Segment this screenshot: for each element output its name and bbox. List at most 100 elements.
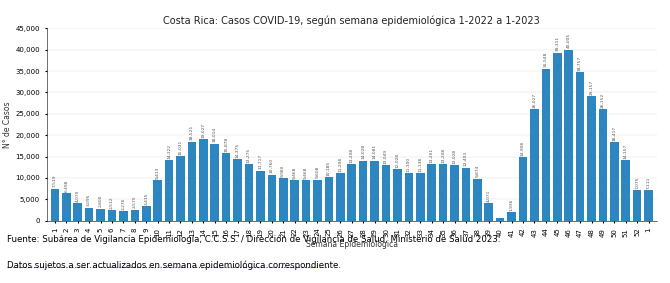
Text: 13,275: 13,275 bbox=[247, 147, 251, 163]
Bar bbox=[290, 180, 299, 221]
Text: 13,208: 13,208 bbox=[350, 148, 354, 163]
Bar bbox=[176, 156, 185, 221]
Bar bbox=[108, 210, 117, 221]
Text: 6,498: 6,498 bbox=[64, 179, 68, 192]
Text: 7,111: 7,111 bbox=[647, 177, 651, 189]
Bar bbox=[462, 168, 470, 221]
Text: 11,138: 11,138 bbox=[418, 157, 422, 172]
Bar bbox=[188, 142, 196, 221]
Title: Costa Rica: Casos COVID-19, según semana epidemiológica 1-2022 a 1-2023: Costa Rica: Casos COVID-19, según semana… bbox=[163, 16, 540, 26]
Bar bbox=[256, 171, 265, 221]
Bar bbox=[530, 110, 539, 221]
Text: 13,028: 13,028 bbox=[452, 149, 456, 164]
Bar bbox=[484, 203, 493, 221]
Bar bbox=[210, 144, 219, 221]
Bar bbox=[382, 165, 391, 221]
Bar bbox=[393, 169, 402, 221]
Text: 7,075: 7,075 bbox=[635, 177, 639, 189]
Bar bbox=[633, 190, 641, 221]
Bar bbox=[622, 160, 630, 221]
Text: 18,014: 18,014 bbox=[213, 127, 216, 142]
Text: 9,980: 9,980 bbox=[281, 164, 285, 177]
Y-axis label: N° de Casos: N° de Casos bbox=[3, 101, 13, 148]
Text: 14,157: 14,157 bbox=[624, 144, 628, 159]
Bar bbox=[131, 210, 139, 221]
Text: 26,152: 26,152 bbox=[601, 92, 605, 108]
Bar bbox=[519, 157, 527, 221]
Bar bbox=[74, 203, 82, 221]
Bar bbox=[62, 193, 70, 221]
Text: 2,276: 2,276 bbox=[121, 197, 125, 210]
Text: 14,375: 14,375 bbox=[236, 143, 240, 158]
Bar bbox=[610, 142, 618, 221]
Text: 9,608: 9,608 bbox=[316, 166, 320, 178]
Text: 13,201: 13,201 bbox=[429, 148, 433, 163]
Bar bbox=[645, 190, 653, 221]
Bar bbox=[473, 179, 482, 221]
Text: 29,157: 29,157 bbox=[590, 80, 594, 95]
Bar bbox=[233, 159, 242, 221]
Text: 11,717: 11,717 bbox=[259, 154, 263, 169]
Text: 40,005: 40,005 bbox=[567, 33, 571, 48]
X-axis label: Semana Epidemiológica: Semana Epidemiológica bbox=[306, 239, 398, 249]
Bar bbox=[85, 207, 93, 221]
Text: 34,757: 34,757 bbox=[578, 55, 582, 71]
Text: 2,800: 2,800 bbox=[98, 195, 103, 207]
Text: 15,878: 15,878 bbox=[224, 136, 228, 152]
Text: 4,071: 4,071 bbox=[487, 190, 490, 202]
Bar bbox=[336, 173, 344, 221]
Bar bbox=[348, 164, 356, 221]
Bar bbox=[359, 161, 367, 221]
Text: Datos sujetos a ser actualizados en semana epidemiológica correspondiente.: Datos sujetos a ser actualizados en sema… bbox=[7, 260, 341, 270]
Text: 18,521: 18,521 bbox=[190, 125, 194, 140]
Bar bbox=[450, 165, 459, 221]
Text: Fuente: Subárea de Vigilancia Epidemiología, C.C.S.S. / Dirección de Vigilancia : Fuente: Subárea de Vigilancia Epidemiolo… bbox=[7, 235, 500, 245]
Bar bbox=[507, 213, 516, 221]
Text: 9,413: 9,413 bbox=[155, 167, 159, 179]
Text: 13,208: 13,208 bbox=[441, 148, 445, 163]
Text: 15,031: 15,031 bbox=[178, 140, 182, 155]
Bar bbox=[279, 178, 287, 221]
Bar bbox=[439, 164, 448, 221]
Bar bbox=[427, 164, 436, 221]
Text: 10,760: 10,760 bbox=[270, 158, 274, 173]
Bar bbox=[371, 160, 379, 221]
Text: 39,311: 39,311 bbox=[555, 36, 559, 51]
Text: 14,081: 14,081 bbox=[373, 144, 377, 159]
Bar bbox=[541, 69, 550, 221]
Bar bbox=[245, 164, 253, 221]
Bar bbox=[313, 180, 322, 221]
Bar bbox=[325, 177, 333, 221]
Bar bbox=[405, 173, 413, 221]
Bar bbox=[267, 175, 276, 221]
Text: 11,100: 11,100 bbox=[407, 157, 411, 172]
Bar bbox=[564, 50, 573, 221]
Text: 2,575: 2,575 bbox=[133, 196, 137, 209]
Bar bbox=[302, 180, 310, 221]
Bar bbox=[119, 211, 128, 221]
Text: 9,468: 9,468 bbox=[304, 167, 308, 179]
Text: 9,468: 9,468 bbox=[293, 167, 297, 179]
Text: 7,519: 7,519 bbox=[53, 175, 57, 187]
Text: 4,070: 4,070 bbox=[76, 190, 80, 202]
Bar bbox=[553, 53, 561, 221]
Text: 26,027: 26,027 bbox=[533, 93, 537, 108]
Bar bbox=[496, 218, 505, 221]
Text: 18,417: 18,417 bbox=[612, 126, 616, 141]
Text: 10,185: 10,185 bbox=[327, 161, 331, 176]
Bar bbox=[199, 139, 208, 221]
Bar bbox=[51, 188, 59, 221]
Bar bbox=[222, 153, 230, 221]
Text: 14,908: 14,908 bbox=[521, 141, 525, 156]
Bar bbox=[587, 96, 596, 221]
Text: 14,028: 14,028 bbox=[361, 144, 365, 159]
Bar bbox=[599, 109, 607, 221]
Text: 2,512: 2,512 bbox=[110, 196, 114, 209]
Bar bbox=[153, 181, 162, 221]
Text: 3,415: 3,415 bbox=[144, 192, 148, 205]
Bar bbox=[416, 173, 425, 221]
Text: 14,222: 14,222 bbox=[167, 143, 171, 159]
Text: 19,027: 19,027 bbox=[201, 123, 205, 138]
Bar bbox=[96, 209, 105, 221]
Bar bbox=[142, 206, 151, 221]
